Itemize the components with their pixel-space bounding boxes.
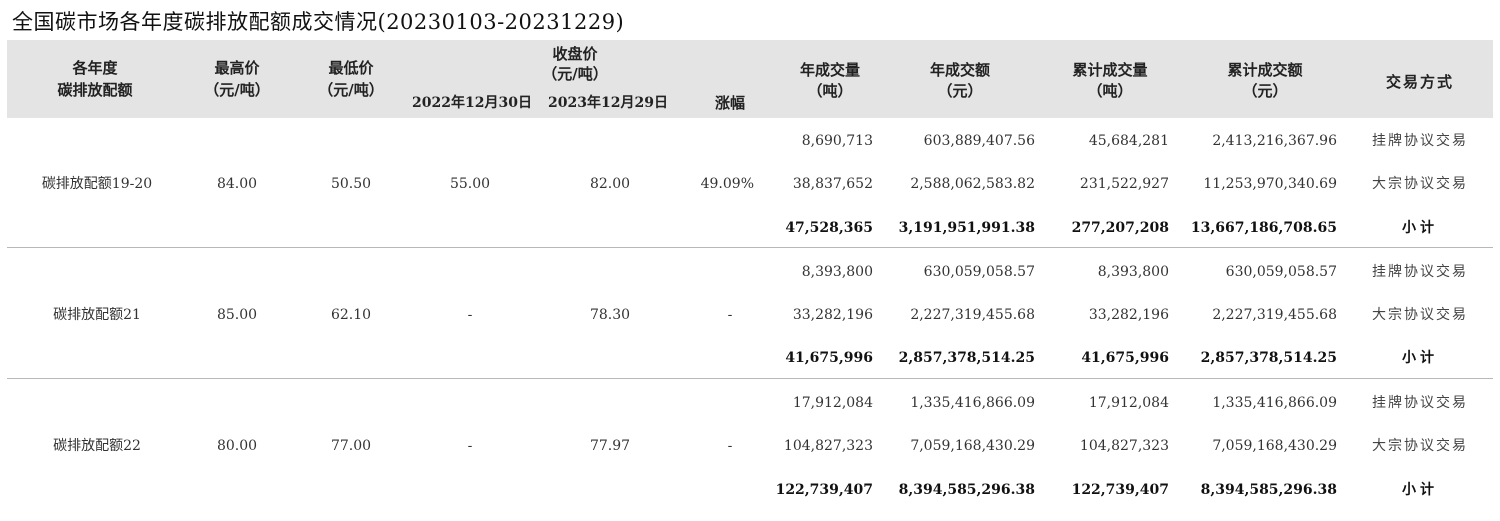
annual-volume: 8,393,800 [801,264,873,280]
group-divider [7,247,1493,248]
header-high-line2: （元/吨） [204,81,270,99]
group-low: 62.10 [330,307,372,323]
group-divider [7,378,1493,379]
cum-amount: 2,413,216,367.96 [1212,133,1337,149]
group-low: 50.50 [330,176,372,192]
annual-volume: 38,837,652 [792,176,873,192]
trade-method: 大宗协议交易 [1372,176,1468,192]
header-annual-amount-line2: （元） [937,82,983,100]
annual-amount: 2,588,062,583.82 [910,176,1035,192]
header-high-line1: 最高价 [214,59,260,77]
header-close-prev: 2022年12月30日 [412,95,532,111]
header-low-line2: （元/吨） [318,81,384,99]
subtotal-label: 小计 [1402,482,1438,498]
subtotal-annual-amount: 2,857,378,514.25 [898,350,1035,366]
group-high: 80.00 [216,438,258,454]
header-annual-volume-line1: 年成交量 [799,61,860,79]
subtotal-cum-volume: 41,675,996 [1081,350,1169,366]
group-close-prev: - [467,438,473,454]
cum-volume: 33,282,196 [1088,307,1169,323]
annual-amount: 603,889,407.56 [923,133,1035,149]
group-close-curr: 77.97 [589,438,631,454]
header-low-line1: 最低价 [328,59,374,77]
group-name: 碳排放配额21 [53,307,141,323]
annual-volume: 104,827,323 [783,438,873,454]
trade-method: 挂牌协议交易 [1372,264,1468,280]
group-close-prev: 55.00 [449,176,491,192]
subtotal-cum-volume: 277,207,208 [1071,220,1169,236]
cum-amount: 1,335,416,866.09 [1212,395,1337,411]
group-change: 49.09% [700,176,754,192]
group-name: 碳排放配额22 [53,438,141,454]
header-cum-amount-line2: （元） [1242,82,1288,100]
group-close-curr: 82.00 [589,176,631,192]
header-annual-volume-line2: （吨） [807,82,853,100]
cum-volume: 104,827,323 [1079,438,1169,454]
trade-method: 大宗协议交易 [1372,307,1468,323]
subtotal-annual-amount: 8,394,585,296.38 [898,482,1035,498]
annual-amount: 630,059,058.57 [923,264,1035,280]
group-high: 85.00 [216,307,258,323]
annual-amount: 2,227,319,455.68 [910,307,1035,323]
cum-volume: 231,522,927 [1079,176,1169,192]
header-cum-amount-line1: 累计成交额 [1227,61,1303,79]
header-method: 交易方式 [1385,73,1454,91]
annual-amount: 1,335,416,866.09 [910,395,1035,411]
subtotal-annual-volume: 41,675,996 [785,350,873,366]
trade-method: 挂牌协议交易 [1372,133,1468,149]
header-cum-volume-line1: 累计成交量 [1072,61,1148,79]
subtotal-label: 小计 [1402,350,1438,366]
header-close-line2: （元/吨） [542,65,608,83]
subtotal-cum-amount: 2,857,378,514.25 [1200,350,1337,366]
group-close-prev: - [467,307,473,323]
subtotal-annual-volume: 47,528,365 [785,220,873,236]
cum-volume: 8,393,800 [1097,264,1169,280]
group-change: - [727,307,733,323]
subtotal-cum-amount: 13,667,186,708.65 [1190,220,1337,236]
cum-volume: 45,684,281 [1088,133,1169,149]
annual-amount: 7,059,168,430.29 [910,438,1035,454]
trade-method: 大宗协议交易 [1372,438,1468,454]
cum-amount: 7,059,168,430.29 [1212,438,1337,454]
header-year-line2: 碳排放配额 [57,81,133,99]
header-cum-volume-line2: （吨） [1087,82,1133,100]
cum-amount: 11,253,970,340.69 [1203,176,1337,192]
header-close-line1: 收盘价 [552,45,598,63]
annual-volume: 17,912,084 [792,395,873,411]
header-annual-amount-line1: 年成交额 [929,61,990,79]
table-header [7,40,1493,118]
header-close-curr: 2023年12月29日 [548,95,668,111]
cum-amount: 2,227,319,455.68 [1212,307,1337,323]
subtotal-annual-volume: 122,739,407 [775,482,873,498]
annual-volume: 8,690,713 [801,133,873,149]
subtotal-label: 小计 [1402,220,1438,236]
page-title: 全国碳市场各年度碳排放配额成交情况(20230103-20231229) [12,10,625,34]
cum-amount: 630,059,058.57 [1225,264,1337,280]
group-low: 77.00 [330,438,372,454]
cum-volume: 17,912,084 [1088,395,1169,411]
group-close-curr: 78.30 [589,307,631,323]
subtotal-cum-amount: 8,394,585,296.38 [1200,482,1337,498]
trade-method: 挂牌协议交易 [1372,395,1468,411]
group-change: - [727,438,733,454]
annual-volume: 33,282,196 [792,307,873,323]
header-change: 涨幅 [714,94,745,112]
subtotal-annual-amount: 3,191,951,991.38 [898,220,1035,236]
group-name: 碳排放配额19-20 [41,176,153,192]
subtotal-cum-volume: 122,739,407 [1071,482,1169,498]
group-high: 84.00 [216,176,258,192]
header-year-line1: 各年度 [72,59,118,77]
